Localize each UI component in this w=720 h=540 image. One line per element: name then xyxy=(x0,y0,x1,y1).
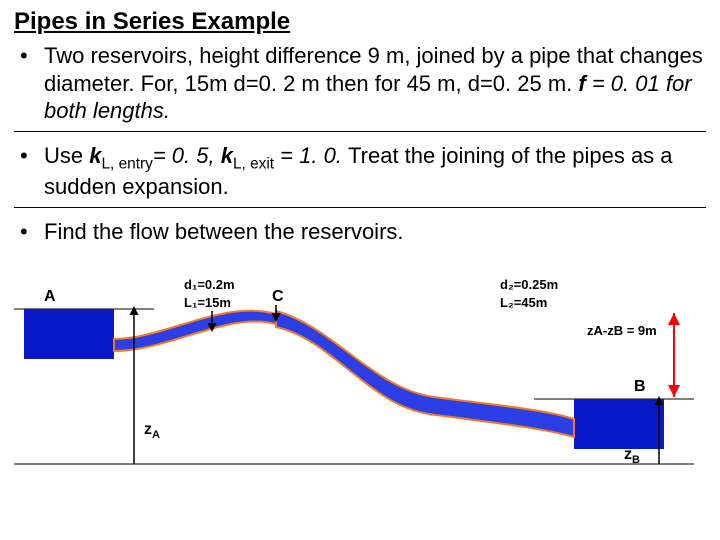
pipe-segment-1 xyxy=(114,311,276,351)
label-d2: d₂=0.25m xyxy=(500,277,558,292)
label-l2: L₂=45m xyxy=(500,295,547,310)
label-height: zA-zB = 9m xyxy=(587,323,657,338)
f-symbol: f xyxy=(578,71,585,96)
k1-eq: = 0. 5, xyxy=(153,143,221,168)
use-text: Use xyxy=(44,143,89,168)
label-za: zA xyxy=(144,421,160,441)
pipe-segment-2 xyxy=(276,311,574,437)
pipes-diagram: ABCd₁=0.2mL₁=15md₂=0.25mL₂=45mzAzBzA-zB … xyxy=(14,269,694,479)
bullet-2: Use kL, entry= 0. 5, kL, exit = 1. 0. Tr… xyxy=(14,142,706,208)
bullet-list: Two reservoirs, height difference 9 m, j… xyxy=(14,42,706,251)
f-eq: = 0. 01 xyxy=(586,71,666,96)
label-b: B xyxy=(634,378,646,395)
k1-sub: L, entry xyxy=(102,155,153,172)
k2-eq: = 1. 0. xyxy=(274,143,348,168)
label-d1: d₁=0.2m xyxy=(184,277,235,292)
reservoir-b xyxy=(574,399,664,449)
label-l1: L₁=15m xyxy=(184,295,231,310)
bullet-3: Find the flow between the reservoirs. xyxy=(14,218,706,252)
k2-sub: L, exit xyxy=(233,155,274,172)
k2-symbol: k xyxy=(221,143,233,168)
k1-symbol: k xyxy=(89,143,101,168)
label-c: C xyxy=(272,288,284,305)
bullet-1: Two reservoirs, height difference 9 m, j… xyxy=(14,42,706,132)
reservoir-a xyxy=(24,309,114,359)
page-title: Pipes in Series Example xyxy=(14,8,706,36)
label-a: A xyxy=(44,288,56,305)
bullet-3-text: Find the flow between the reservoirs. xyxy=(44,219,404,244)
